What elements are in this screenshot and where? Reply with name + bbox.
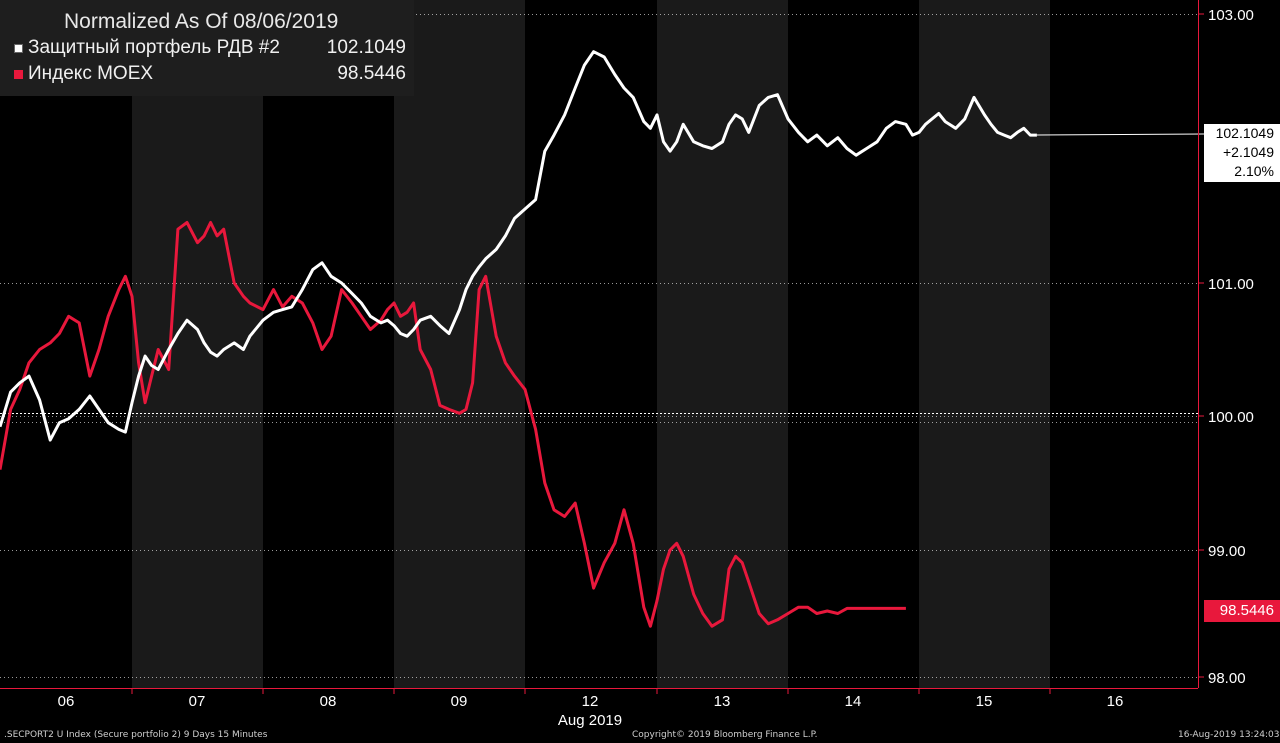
y-tick-label: 101.00 xyxy=(1208,276,1254,293)
x-axis-label: Aug 2019 xyxy=(558,712,622,729)
x-tick-label: 15 xyxy=(976,693,993,710)
footer-security: .SECPORT2 U Index (Secure portfolio 2) 9… xyxy=(4,730,268,740)
legend-swatch-white xyxy=(14,43,23,53)
x-tick-label: 13 xyxy=(714,693,731,710)
day-band xyxy=(394,0,525,688)
index-last-value-callout: 98.5446 xyxy=(1204,600,1280,622)
portfolio-last-value: 102.1049 xyxy=(1215,125,1274,141)
portfolio-last-value-callout: 102.1049 +2.1049 2.10% xyxy=(1204,124,1280,182)
last-value-leaders xyxy=(1036,133,1205,136)
x-tick-label: 07 xyxy=(189,693,206,710)
legend-item-index: Индекс MOEX 98.5446 xyxy=(14,63,406,85)
legend-name: Защитный портфель РДВ #2 xyxy=(28,37,280,58)
day-bands xyxy=(132,0,1050,688)
series-lines xyxy=(0,50,1037,628)
portfolio-change-pct: 2.10% xyxy=(1234,163,1274,179)
portfolio-leader xyxy=(1036,133,1205,136)
legend-item-portfolio: Защитный портфель РДВ #2 102.1049 xyxy=(14,37,406,59)
x-tick-label: 16 xyxy=(1107,693,1124,710)
x-tick-label: 09 xyxy=(451,693,468,710)
x-tick-label: 12 xyxy=(582,693,599,710)
index-last-value: 98.5446 xyxy=(1219,602,1274,619)
y-tick-label: 99.00 xyxy=(1208,543,1246,560)
portfolio-change: +2.1049 xyxy=(1223,144,1274,160)
y-tick-label: 100.00 xyxy=(1208,409,1254,426)
y-tick-label: 103.00 xyxy=(1208,7,1254,24)
day-band xyxy=(132,0,263,688)
legend-value: 98.5446 xyxy=(337,63,406,84)
x-tick-label: 06 xyxy=(58,693,75,710)
legend-value: 102.1049 xyxy=(326,37,406,58)
legend: Normalized As Of 08/06/2019 Защитный пор… xyxy=(0,0,414,96)
series-line xyxy=(0,50,1037,442)
legend-name: Индекс MOEX xyxy=(28,63,154,84)
day-band xyxy=(657,0,788,688)
x-axis: 06 07 08 09 12 13 14 15 16 Aug 2019 xyxy=(0,688,1198,729)
legend-title: Normalized As Of 08/06/2019 xyxy=(64,10,339,33)
footer-timestamp: 16-Aug-2019 13:24:03 xyxy=(1178,730,1280,740)
y-axis: 103.00 101.00 100.00 99.00 98.00 xyxy=(1198,0,1254,688)
x-tick-label: 08 xyxy=(320,693,337,710)
y-tick-label: 98.00 xyxy=(1208,670,1246,687)
legend-swatch-red xyxy=(14,69,23,79)
day-band xyxy=(919,0,1050,688)
x-tick-label: 14 xyxy=(845,693,862,710)
series-line xyxy=(0,221,906,628)
footer-copyright: Copyright© 2019 Bloomberg Finance L.P. xyxy=(632,730,818,740)
